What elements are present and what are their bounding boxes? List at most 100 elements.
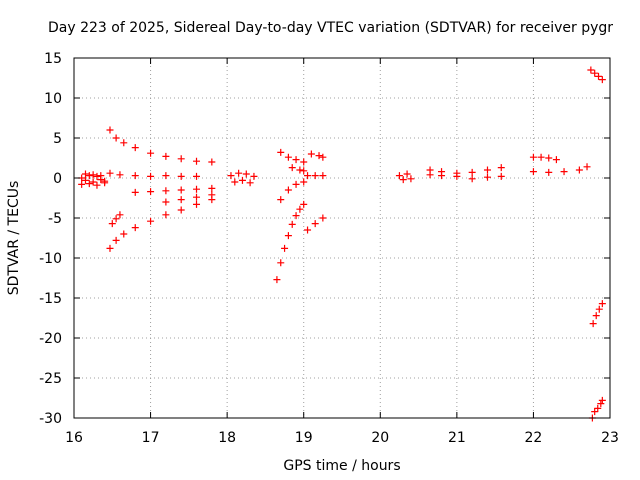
x-tick-label: 23	[601, 430, 619, 446]
data-point	[81, 170, 89, 178]
data-point	[300, 167, 308, 175]
data-point	[595, 72, 603, 80]
data-point	[407, 175, 415, 183]
data-point	[85, 180, 93, 188]
data-point	[311, 220, 319, 228]
series-arc-h	[162, 191, 216, 206]
data-point	[78, 180, 86, 188]
data-point	[208, 184, 216, 192]
data-point	[177, 172, 185, 180]
data-point	[438, 172, 446, 180]
data-point	[162, 198, 170, 206]
data-point	[292, 156, 300, 164]
data-point	[591, 69, 599, 77]
series-arc-i	[227, 169, 258, 187]
data-point	[560, 168, 568, 176]
data-point	[292, 180, 300, 188]
data-point	[292, 212, 300, 220]
data-point	[231, 178, 239, 186]
series-arc-n	[277, 178, 308, 204]
x-tick-label: 18	[218, 430, 236, 446]
y-tick-label: 5	[53, 131, 62, 147]
y-tick-label: 15	[44, 51, 62, 67]
data-point	[108, 220, 116, 228]
data-point	[147, 172, 155, 180]
series-arc-f	[106, 196, 216, 252]
y-tick-label: -30	[39, 411, 62, 427]
data-point	[89, 178, 97, 186]
data-point	[552, 156, 560, 164]
series-arc-b	[78, 170, 109, 189]
axis-ticks: 16 17 18 19 20 21 22 23 15 10 5 0 -5 -10 -15 -20 -25 -30	[39, 51, 619, 446]
data-point	[591, 408, 599, 416]
data-point	[193, 193, 201, 201]
data-point	[587, 66, 595, 74]
data-point	[250, 172, 258, 180]
data-point	[315, 152, 323, 160]
data-point	[399, 176, 407, 184]
y-tick-label: -15	[39, 291, 62, 307]
series-arc-u	[529, 163, 591, 176]
data-point	[583, 163, 591, 171]
chart-title: Day 223 of 2025, Sidereal Day-to-day VTE…	[48, 20, 613, 36]
series-arc-q	[395, 170, 415, 184]
x-axis-title: GPS time / hours	[283, 458, 400, 474]
series-arc-r	[426, 164, 505, 177]
data-point	[85, 172, 93, 180]
data-point	[598, 300, 606, 308]
data-point	[227, 172, 235, 180]
data-point	[120, 139, 128, 147]
data-point	[162, 172, 170, 180]
data-point	[93, 172, 101, 180]
series-arc-s	[426, 171, 505, 183]
data-point	[304, 172, 312, 180]
data-point	[106, 169, 114, 177]
grid	[74, 58, 610, 418]
y-tick-label: 10	[44, 91, 62, 107]
data-point	[246, 179, 254, 187]
data-point	[131, 172, 139, 180]
data-point	[277, 259, 285, 267]
data-point	[307, 150, 315, 158]
data-point	[116, 211, 124, 219]
series-arc-v	[587, 66, 606, 84]
data-point	[131, 188, 139, 196]
data-point	[147, 149, 155, 157]
data-point	[242, 170, 250, 178]
series-arc-l	[288, 164, 308, 175]
series-arc-o	[273, 200, 308, 284]
data-point	[193, 185, 201, 193]
y-tick-label: -20	[39, 331, 62, 347]
data-point	[277, 196, 285, 204]
data-point	[112, 134, 120, 142]
data-point	[545, 168, 553, 176]
data-point	[277, 148, 285, 156]
data-point	[595, 305, 603, 313]
data-point	[311, 172, 319, 180]
data-point	[193, 172, 201, 180]
data-point	[116, 171, 124, 179]
data-point	[131, 144, 139, 152]
series-arc-j	[277, 148, 308, 166]
data-points	[78, 66, 606, 422]
data-point	[483, 166, 491, 174]
data-point	[592, 312, 600, 320]
data-point	[395, 172, 403, 180]
data-point	[120, 230, 128, 238]
data-point	[273, 276, 281, 284]
data-point	[235, 169, 243, 177]
data-point	[112, 215, 120, 223]
data-point	[319, 172, 327, 180]
data-point	[162, 211, 170, 219]
data-point	[284, 186, 292, 194]
data-point	[106, 244, 114, 252]
data-point	[319, 214, 327, 222]
series-arc-t	[529, 153, 560, 164]
data-point	[403, 170, 411, 178]
series-arc-d	[106, 169, 201, 180]
data-point	[106, 126, 114, 134]
data-point	[598, 396, 606, 404]
y-tick-label: -25	[39, 371, 62, 387]
data-point	[296, 205, 304, 213]
series-arc-a	[78, 172, 109, 186]
